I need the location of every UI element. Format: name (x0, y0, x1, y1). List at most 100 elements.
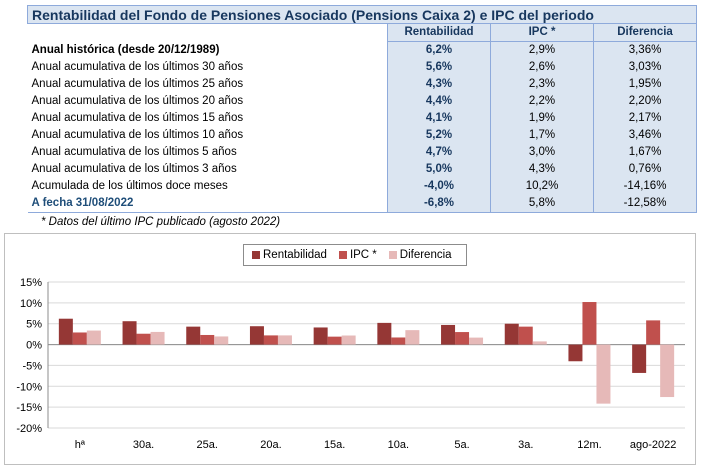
bar-ipc (455, 332, 470, 345)
cell-diferencia: 3,46% (592, 126, 698, 144)
cell-ipc: 3,0% (490, 143, 594, 161)
x-tick-label: ago-2022 (630, 439, 677, 451)
cell-ipc: 4,3% (490, 160, 594, 178)
cell-diferencia: 2,17% (592, 109, 698, 127)
row-label: Anual acumulativa de los últimos 5 años (31, 146, 237, 158)
row-label: Anual acumulativa de los últimos 3 años (31, 163, 237, 175)
header-ipc: IPC * (490, 23, 594, 42)
header-rentabilidad: Rentabilidad (387, 23, 491, 42)
row-label: Acumulada de los últimos doce meses (31, 180, 228, 192)
cell-rentabilidad: 5,2% (387, 126, 491, 144)
legend-item-ipc: IPC * (338, 249, 377, 261)
cell-diferencia: -12,58% (592, 194, 698, 213)
cell-ipc: 5,8% (490, 194, 594, 213)
x-tick-label: 12m. (577, 439, 601, 451)
bar-rentabilidad (186, 326, 201, 345)
cell-diferencia: 3,03% (592, 58, 698, 76)
cell-diferencia: 0,76% (592, 160, 698, 178)
y-tick-label: 10% (20, 298, 42, 310)
bar-rentabilidad (568, 344, 583, 362)
cell-ipc: 2,2% (490, 92, 594, 110)
cell-rentabilidad: 4,3% (387, 75, 491, 93)
cell-diferencia: 1,67% (592, 143, 698, 161)
cell-ipc: 10,2% (490, 177, 594, 195)
footnote: * Datos del último IPC publicado (agosto… (41, 216, 281, 228)
row-label: Anual acumulativa de los últimos 30 años (31, 61, 244, 73)
bar-ipc (327, 336, 342, 345)
bar-diferencia (341, 335, 356, 345)
legend-swatch-ipc (338, 251, 347, 259)
cell-rentabilidad: 4,4% (387, 92, 491, 110)
bar-chart: Rentabilidad IPC * Diferencia 15% 10% 5% 0%… (4, 233, 696, 465)
bar-ipc (391, 337, 406, 345)
y-tick-label: -5% (22, 360, 42, 372)
table-row: Acumulada de los últimos doce meses -4,0%… (28, 177, 698, 195)
row-label: A fecha 31/08/2022 (27, 194, 388, 213)
table-row: Anual acumulativa de los últimos 30 años… (28, 58, 698, 76)
y-tick-label: -10% (16, 381, 42, 393)
cell-rentabilidad: 4,1% (387, 109, 491, 127)
table-row: Anual acumulativa de los últimos 20 años… (28, 92, 698, 110)
bar-ipc (200, 334, 215, 345)
table-header-row: Rentabilidad IPC * Diferencia (27, 23, 698, 42)
x-tick-label: hª (75, 439, 86, 451)
cell-ipc: 1,9% (490, 109, 594, 127)
y-tick-label: -20% (16, 423, 42, 435)
chart-legend: Rentabilidad IPC * Diferencia (243, 244, 467, 266)
table-row: Anual acumulativa de los últimos 5 años 4… (28, 143, 698, 161)
table-row: A fecha 31/08/2022 -6,8% 5,8% -12,58% (27, 194, 698, 213)
bar-diferencia (86, 330, 101, 345)
cell-ipc: 2,9% (490, 41, 594, 59)
table-row: Anual acumulativa de los últimos 25 años… (28, 75, 698, 93)
bar-rentabilidad (313, 327, 328, 345)
row-label: Anual acumulativa de los últimos 20 años (31, 95, 244, 107)
legend-swatch-diferencia (388, 251, 397, 259)
header-diferencia: Diferencia (592, 23, 698, 42)
bar-rentabilidad (441, 324, 456, 345)
bar-rentabilidad (58, 318, 73, 345)
cell-rentabilidad: -6,8% (387, 194, 491, 213)
cell-rentabilidad: 5,6% (387, 58, 491, 76)
legend-label-rentabilidad: Rentabilidad (263, 249, 327, 261)
x-tick-label: 30a. (133, 439, 154, 451)
bar-diferencia (150, 331, 165, 345)
row-label: Anual histórica (desde 20/12/1989) (31, 43, 220, 56)
cell-ipc: 2,6% (490, 58, 594, 76)
y-tick-label: 5% (26, 319, 42, 331)
x-tick-label: 20a. (260, 439, 281, 451)
bar-ipc (263, 335, 278, 345)
bar-diferencia (214, 336, 229, 345)
cell-ipc: 2,3% (490, 75, 594, 93)
chart-plot: 15% 10% 5% 0% -5% -10% -15% -20% hª 30a. 25a. 20a. 1… (16, 277, 685, 451)
table-title: Rentabilidad del Fondo de Pensiones Asoc… (26, 5, 698, 24)
row-label: Anual acumulativa de los últimos 10 años (31, 129, 244, 141)
bar-diferencia (469, 337, 484, 345)
cell-ipc: 1,7% (490, 126, 594, 144)
bar-diferencia (532, 341, 547, 345)
bar-rentabilidad (504, 323, 519, 345)
y-tick-label: -15% (16, 402, 42, 414)
legend-item-diferencia: Diferencia (388, 249, 452, 261)
bar-ipc (72, 332, 87, 345)
legend-swatch-rentabilidad (252, 251, 260, 259)
table-row: Anual histórica (desde 20/12/1989) 6,2% 2,… (28, 41, 698, 59)
x-tick-label: 5a. (454, 439, 469, 451)
cell-diferencia: 2,20% (592, 92, 698, 110)
row-label: Anual acumulativa de los últimos 15 años (31, 112, 244, 124)
legend-item-rentabilidad: Rentabilidad (252, 249, 327, 261)
bar-ipc (518, 326, 533, 345)
table-row: Anual acumulativa de los últimos 10 años… (28, 126, 698, 144)
x-tick-label: 10a. (388, 439, 409, 451)
y-tick-label: 0% (26, 340, 42, 352)
table-row: Anual acumulativa de los últimos 15 años… (28, 109, 698, 127)
header-blank (27, 23, 388, 41)
bar-rentabilidad (632, 344, 647, 373)
bar-rentabilidad (122, 321, 137, 345)
table-title-row: Rentabilidad del Fondo de Pensiones Asoc… (26, 5, 698, 24)
y-tick-label: 15% (20, 277, 42, 289)
cell-rentabilidad: 4,7% (387, 143, 491, 161)
table-row: Anual acumulativa de los últimos 3 años 5… (28, 160, 698, 178)
bar-ipc (582, 302, 597, 345)
returns-table: Rentabilidad del Fondo de Pensiones Asoc… (26, 5, 698, 213)
bar-diferencia (405, 330, 420, 345)
